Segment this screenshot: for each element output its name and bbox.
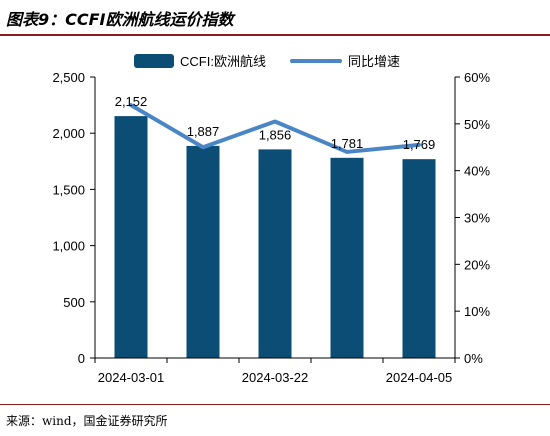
left-tick-label: 500 [63, 295, 85, 310]
left-tick-label: 1,000 [52, 239, 85, 254]
bar-value-label: 1,887 [187, 124, 220, 139]
x-tick-label: 2024-04-05 [386, 370, 453, 385]
right-tick-label: 10% [464, 304, 490, 319]
source-note: 来源：wind，国金证券研究所 [6, 414, 168, 428]
legend: CCFI:欧洲航线 同比增速 [134, 54, 400, 69]
legend-label-bar: CCFI:欧洲航线 [180, 54, 266, 69]
bar [258, 149, 292, 358]
right-tick-label: 30% [464, 211, 490, 226]
bar-value-label: 2,152 [115, 94, 148, 109]
title-divider [0, 34, 550, 36]
figure-title: 图表9：CCFI欧洲航线运价指数 [6, 10, 234, 29]
source-divider [0, 404, 550, 405]
left-tick-label: 2,500 [52, 70, 85, 85]
bar [114, 116, 148, 358]
legend-swatch-bar [134, 54, 174, 68]
bar [330, 157, 364, 358]
left-tick-label: 1,500 [52, 182, 85, 197]
bar-value-label: 1,781 [331, 136, 364, 151]
right-tick-label: 60% [464, 70, 490, 85]
data-labels: 2,152 1,887 1,856 1,781 1,769 [115, 94, 436, 152]
right-tick-label: 40% [464, 164, 490, 179]
right-tick-label: 20% [464, 257, 490, 272]
right-tick-label: 0% [464, 351, 483, 366]
x-tick-label: 2024-03-01 [98, 370, 165, 385]
legend-label-line: 同比增速 [348, 54, 400, 69]
bar-value-label: 1,856 [259, 127, 292, 142]
left-tick-label: 0 [78, 351, 85, 366]
bar-series [114, 116, 436, 358]
chart: CCFI:欧洲航线 同比增速 0 500 1,000 1,500 2,000 2,500 0… [52, 54, 490, 385]
right-tick-label: 50% [464, 117, 490, 132]
left-tick-label: 2,000 [52, 126, 85, 141]
x-axis: 2024-03-01 2024-03-22 2024-04-05 [94, 357, 456, 385]
bar-value-label: 1,769 [403, 137, 436, 152]
bar [186, 145, 220, 358]
x-tick-label: 2024-03-22 [242, 370, 309, 385]
right-y-axis: 0% 10% 20% 30% 40% 50% 60% [454, 70, 490, 366]
bar [402, 159, 436, 358]
left-y-axis: 0 500 1,000 1,500 2,000 2,500 [52, 70, 96, 366]
line-series [129, 103, 421, 154]
